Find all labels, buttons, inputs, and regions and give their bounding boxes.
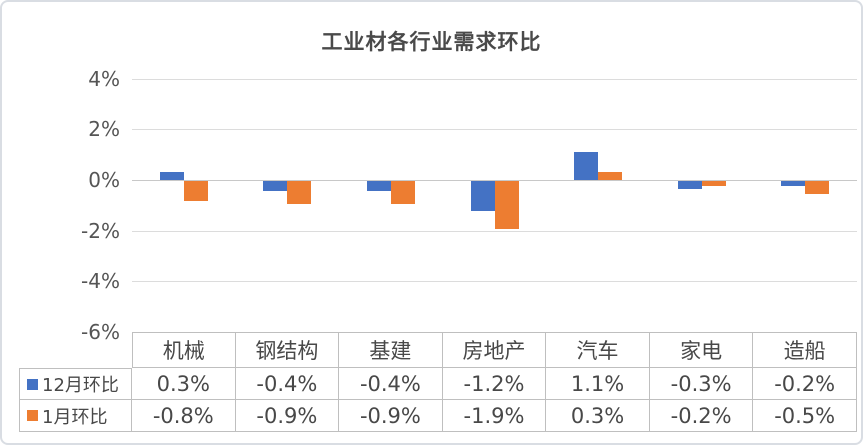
bar-s1-基建 (391, 181, 415, 204)
bar-s0-机械 (160, 172, 184, 180)
value-cell: 0.3% (546, 400, 650, 432)
y-axis-tick-label: -4% (81, 269, 120, 293)
legend-label: 1月环比 (42, 406, 108, 428)
value-cell: -0.9% (235, 400, 340, 432)
legend-key-cell: 1月环比 (19, 400, 132, 432)
bar-s0-造船 (781, 181, 805, 186)
value-cell: -1.9% (442, 400, 547, 432)
legend-swatch (27, 410, 38, 421)
value-cell: 1.1% (546, 368, 650, 400)
bar-s1-家电 (702, 181, 726, 186)
bar-s0-基建 (367, 181, 391, 191)
table-corner-cell (19, 332, 132, 368)
value-cell: -0.3% (649, 368, 754, 400)
value-cell: -0.2% (649, 400, 754, 432)
value-cell: -0.8% (132, 400, 236, 432)
category-header-cell: 基建 (339, 332, 443, 368)
value-cell: -1.2% (442, 368, 547, 400)
value-cell: -0.4% (235, 368, 340, 400)
legend-key-cell: 12月环比 (19, 368, 132, 400)
y-axis-tick-label: 4% (88, 67, 120, 91)
gridline (132, 79, 857, 80)
bar-s0-汽车 (574, 152, 598, 180)
category-header-cell: 钢结构 (235, 332, 340, 368)
bar-s1-房地产 (495, 181, 519, 229)
value-cell: -0.2% (753, 368, 857, 400)
y-axis-tick-label: -6% (81, 320, 120, 344)
category-header-cell: 汽车 (546, 332, 650, 368)
gridline (132, 231, 857, 232)
chart-title: 工业材各行业需求环比 (321, 30, 542, 54)
bar-s1-汽车 (598, 172, 622, 180)
legend-label: 12月环比 (42, 375, 119, 396)
legend-swatch (27, 378, 38, 390)
bar-s1-造船 (805, 181, 829, 194)
category-header-cell: 家电 (649, 332, 754, 368)
data-table: 机械 钢结构 基建 房地产 汽车 家电 造船 12月环比 0.3% -0.4% -0.4% -1.2%… (19, 332, 857, 432)
bar-s0-钢结构 (263, 181, 287, 191)
gridline (132, 129, 857, 130)
value-cell: 0.3% (132, 368, 236, 400)
y-axis-tick-label: -2% (81, 219, 120, 243)
category-header-cell: 房地产 (442, 332, 547, 368)
bar-s1-钢结构 (287, 181, 311, 204)
y-axis-tick-label: 0% (88, 168, 120, 192)
bar-s1-机械 (184, 181, 208, 201)
category-header-cell: 造船 (753, 332, 857, 368)
category-header-cell: 机械 (132, 332, 236, 368)
value-cell: -0.4% (339, 368, 443, 400)
value-cell: -0.5% (753, 400, 857, 432)
bar-s0-房地产 (471, 181, 495, 211)
zero-axis-line (132, 180, 857, 181)
bar-s0-家电 (678, 181, 702, 189)
value-cell: -0.9% (339, 400, 443, 432)
y-axis-tick-label: 2% (88, 117, 120, 141)
gridline (132, 281, 857, 282)
